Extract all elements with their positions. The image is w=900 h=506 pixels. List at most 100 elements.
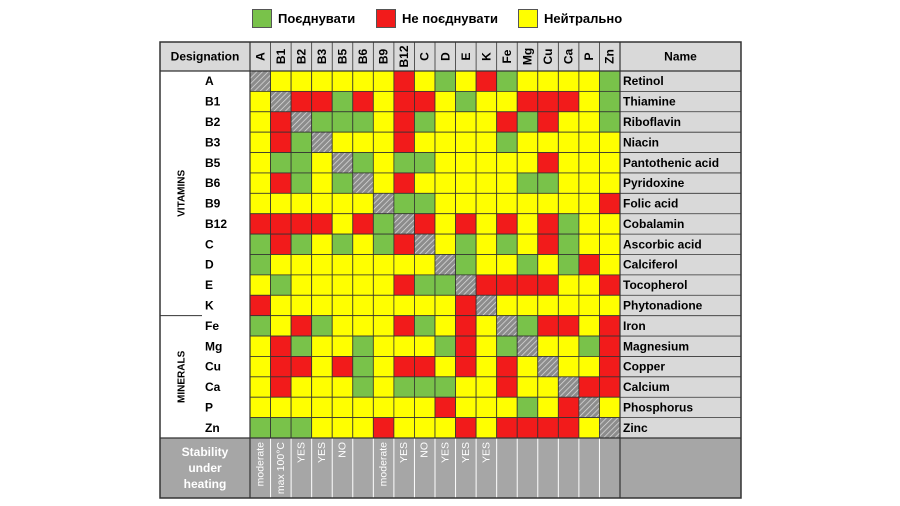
legend-label-combine: Поєднувати	[278, 10, 356, 26]
legend-item-avoid: Не поєднувати	[376, 8, 498, 28]
heatmap-cell	[496, 213, 518, 235]
heatmap-cell	[372, 335, 395, 357]
heatmap-cell	[455, 274, 477, 296]
row-name: Calciferol	[623, 258, 678, 272]
heatmap-cell	[516, 192, 539, 215]
column-label: P	[582, 52, 596, 60]
heatmap-cell	[290, 172, 313, 194]
heatmap-cell	[414, 396, 436, 419]
row-name: Retinol	[623, 74, 664, 88]
heatmap-cell	[352, 111, 374, 133]
heatmap-cell	[311, 396, 333, 419]
heatmap-cell	[516, 335, 539, 357]
heatmap-cell	[311, 294, 333, 317]
column-label: Fe	[500, 49, 514, 63]
heatmap-cell	[331, 90, 354, 113]
heatmap-cell	[557, 152, 580, 174]
heatmap-cell	[599, 294, 621, 317]
heatmap-cell	[352, 70, 374, 92]
heatmap-cell	[578, 315, 600, 337]
heatmap-cell	[372, 152, 395, 174]
heatmap-cell	[599, 70, 621, 92]
heatmap-cell	[496, 356, 518, 378]
heatmap-cell	[290, 335, 313, 357]
legend-swatch-red	[376, 8, 396, 28]
heatmap-cell	[434, 172, 456, 194]
heatmap-cell	[393, 294, 415, 317]
heatmap-cell	[496, 417, 518, 439]
heatmap-cell	[311, 356, 333, 378]
heatmap-cell	[372, 315, 395, 337]
stability-header: heating	[184, 477, 227, 491]
heatmap-cell	[331, 335, 354, 357]
heatmap-cell	[475, 233, 498, 255]
heatmap-cell	[311, 192, 333, 215]
heatmap-cell	[352, 233, 374, 255]
name-header: Name	[664, 50, 697, 64]
heatmap-cell	[331, 172, 354, 194]
heatmap-cell	[557, 192, 580, 215]
row-name: Thiamine	[623, 95, 676, 109]
row-name: Ascorbic acid	[623, 237, 702, 251]
heatmap-cell	[578, 90, 600, 113]
heatmap-cell	[557, 172, 580, 194]
heatmap-cell	[270, 131, 292, 153]
heatmap-cell	[393, 356, 415, 378]
heatmap-cell	[331, 376, 354, 398]
heatmap-cell	[475, 396, 498, 419]
heatmap-cell	[434, 90, 456, 113]
heatmap-cell	[311, 90, 333, 113]
heatmap-cell	[270, 396, 292, 419]
heatmap-cell	[270, 233, 292, 255]
heatmap-cell	[311, 111, 333, 133]
row-label: Zn	[205, 421, 220, 435]
heatmap-cell	[311, 172, 333, 194]
heatmap-cell	[599, 152, 621, 174]
heatmap-cell	[290, 356, 313, 378]
column-label: D	[438, 52, 452, 61]
heatmap-cell	[372, 90, 395, 113]
heatmap-cell	[311, 417, 333, 439]
heatmap-cell	[331, 315, 354, 337]
heatmap-cell	[557, 131, 580, 153]
row-label: Mg	[205, 339, 222, 353]
heatmap-cell	[290, 70, 313, 92]
row-label: C	[205, 237, 214, 251]
heatmap-cell	[290, 376, 313, 398]
heatmap-cell	[331, 294, 354, 317]
heatmap-cell	[352, 213, 374, 235]
stability-header: under	[188, 461, 222, 475]
stability-value: NO	[337, 442, 349, 458]
heatmap-cell	[352, 172, 374, 194]
heatmap-cell	[557, 111, 580, 133]
heatmap-cell	[537, 417, 559, 439]
row-label: B9	[205, 197, 221, 211]
heatmap-cell	[393, 131, 415, 153]
heatmap-cell	[475, 335, 498, 357]
heatmap-cell	[249, 335, 271, 357]
heatmap-cell	[249, 356, 271, 378]
row-label: D	[205, 258, 214, 272]
heatmap-cell	[537, 274, 559, 296]
heatmap-cell	[516, 356, 539, 378]
heatmap-cell	[270, 274, 292, 296]
row-label: Fe	[205, 319, 219, 333]
row-name: Niacin	[623, 135, 659, 149]
heatmap-cell	[372, 417, 395, 439]
heatmap-cell	[475, 417, 498, 439]
heatmap-cell	[516, 417, 539, 439]
heatmap-cell	[414, 335, 436, 357]
group-label: VITAMINS	[177, 169, 188, 216]
column-label: K	[479, 52, 493, 61]
designation-header: Designation	[171, 50, 240, 64]
header-band	[160, 42, 741, 71]
heatmap-cell	[455, 152, 477, 174]
heatmap-cell	[455, 111, 477, 133]
heatmap-cell	[331, 131, 354, 153]
heatmap-cell	[270, 294, 292, 317]
heatmap-cell	[516, 111, 539, 133]
heatmap-cell	[352, 152, 374, 174]
row-label: B3	[205, 135, 221, 149]
heatmap-cell	[393, 213, 415, 235]
heatmap-cell	[578, 70, 600, 92]
